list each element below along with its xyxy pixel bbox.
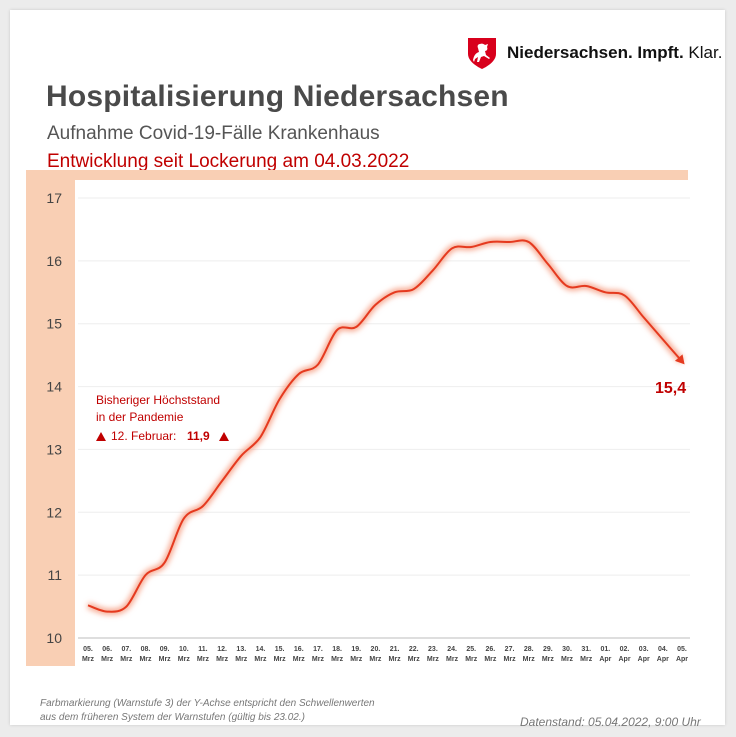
x-tick-month: Apr [657,656,669,663]
footnote-line2: aus dem früheren System der Warnstufen (… [40,712,305,723]
annotation-line1: Bisheriger Höchststand [96,393,220,407]
x-tick-day: 18. [332,646,342,653]
x-tick-month: Mrz [427,656,440,663]
x-tick-month: Mrz [389,656,402,663]
x-tick-month: Mrz [312,656,325,663]
up-triangle-icon [96,432,106,441]
x-tick-day: 25. [466,646,476,653]
x-tick-month: Mrz [254,656,267,663]
x-tick-day: 02. [620,646,630,653]
x-tick-month: Mrz [82,656,95,663]
page-subtitle: Aufnahme Covid-19-Fälle Krankenhaus [47,123,380,144]
x-tick-day: 23. [428,646,438,653]
x-tick-month: Mrz [542,656,555,663]
brand-name: Niedersachsen. Impft. Klar. [507,43,723,62]
series-line-glow [86,237,685,615]
x-tick-month: Mrz [580,656,593,663]
x-tick-day: 31. [581,646,591,653]
x-tick-day: 26. [486,646,496,653]
y-tick-label: 10 [46,630,62,646]
x-tick-month: Mrz [120,656,133,663]
annotation-date: 12. Februar: [111,429,176,443]
gridlines [78,197,690,639]
x-tick-month: Apr [618,656,630,663]
page-title: Hospitalisierung Niedersachsen [46,80,509,113]
x-tick-day: 06. [102,646,112,653]
annotation-value: 11,9 [187,429,210,443]
x-tick-month: Mrz [197,656,210,663]
y-tick-label: 14 [46,379,62,395]
chart-card: Niedersachsen. Impft. Klar. Hospitalisie… [10,10,725,729]
annotation-line2: in der Pandemie [96,410,184,424]
x-tick-day: 04. [658,646,668,653]
y-axis-ticks: 10 11 12 13 14 15 16 17 [46,190,62,646]
x-tick-month: Mrz [331,656,344,663]
x-tick-day: 10. [179,646,189,653]
x-tick-month: Mrz [159,656,172,663]
x-tick-month: Mrz [178,656,191,663]
y-tick-label: 16 [46,253,62,269]
x-tick-month: Mrz [465,656,478,663]
x-tick-month: Mrz [446,656,459,663]
y-tick-label: 12 [46,504,62,520]
x-tick-month: Apr [599,656,611,663]
x-tick-month: Mrz [235,656,248,663]
x-tick-month: Mrz [216,656,229,663]
x-tick-day: 24. [447,646,457,653]
x-tick-month: Mrz [504,656,517,663]
x-tick-day: 17. [313,646,323,653]
x-tick-day: 08. [141,646,151,653]
x-tick-day: 19. [351,646,361,653]
x-tick-day: 03. [639,646,649,653]
y-axis-band [26,170,75,666]
x-tick-month: Mrz [350,656,363,663]
x-tick-day: 01. [600,646,610,653]
x-tick-day: 15. [275,646,285,653]
x-tick-month: Mrz [369,656,382,663]
line-chart: 10 11 12 13 14 15 16 17 05. Mrz 06. Mrz 07. Mrz 08. Mr… [26,170,690,666]
x-tick-day: 11. [198,646,207,653]
x-tick-month: Mrz [523,656,536,663]
x-tick-month: Mrz [139,656,152,663]
x-tick-month: Mrz [484,656,497,663]
x-tick-day: 22. [409,646,419,653]
x-axis-ticks: 05. Mrz 06. Mrz 07. Mrz 08. Mrz 09. Mrz 10. Mrz 11. M… [82,646,688,663]
x-tick-day: 29. [543,646,553,653]
x-tick-day: 16. [294,646,304,653]
x-tick-month: Mrz [408,656,421,663]
x-tick-month: Mrz [274,656,287,663]
lower-saxony-horse-icon [468,38,496,69]
last-value-label: 15,4 [655,380,686,397]
series-line [87,239,683,613]
brand-logo: Niedersachsen. Impft. Klar. [465,36,722,70]
x-tick-month: Apr [638,656,650,663]
top-band [26,170,688,180]
y-tick-label: 11 [47,567,62,583]
x-tick-month: Mrz [561,656,574,663]
x-tick-month: Mrz [293,656,306,663]
x-tick-day: 30. [562,646,572,653]
up-triangle-icon [219,432,229,441]
x-tick-day: 27. [505,646,515,653]
series-end-arrow [674,354,685,365]
y-tick-label: 13 [46,441,62,457]
x-tick-day: 12. [217,646,227,653]
y-tick-label: 17 [46,190,62,206]
x-tick-day: 09. [160,646,170,653]
footnote: Farbmarkierung (Warnstufe 3) der Y-Achse… [40,697,375,725]
data-timestamp: Datenstand: 05.04.2022, 9:00 Uhr [520,715,701,729]
x-tick-day: 05. [677,646,687,653]
page-subtitle-red: Entwicklung seit Lockerung am 04.03.2022 [47,151,410,172]
x-tick-day: 13. [236,646,246,653]
x-tick-day: 14. [256,646,266,653]
x-tick-day: 20. [371,646,381,653]
x-tick-day: 07. [121,646,131,653]
x-tick-month: Mrz [101,656,114,663]
x-tick-day: 05. [83,646,93,653]
x-tick-day: 21. [390,646,400,653]
footnote-line1: Farbmarkierung (Warnstufe 3) der Y-Achse… [40,698,375,709]
y-tick-label: 15 [46,316,62,332]
x-tick-month: Apr [676,656,688,663]
x-tick-day: 28. [524,646,534,653]
